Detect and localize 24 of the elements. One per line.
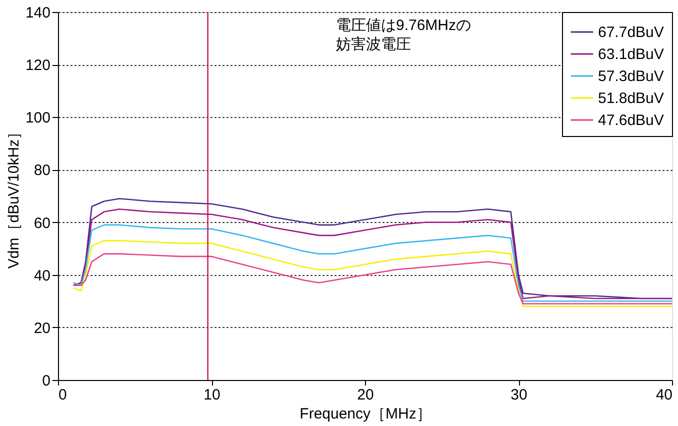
legend-label: 47.6dBuV [598,112,664,129]
line-series [72,224,673,302]
y-tick-label: 60 [34,214,50,232]
y-tick-label: 80 [34,162,50,180]
x-tick-label: 20 [357,386,374,404]
x-tick-label: 0 [58,386,67,404]
legend-label: 67.7dBuV [598,24,664,41]
legend-label: 51.8dBuV [598,90,664,107]
y-tick-label: 40 [34,267,50,284]
annotation: 電圧値は9.76MHzの妨害波電圧 [336,17,472,53]
line-series [72,253,673,304]
y-tick-label: 140 [25,4,50,22]
x-tick-label: 30 [510,386,528,404]
y-tick-label: 100 [25,110,50,127]
y-tick-label: 20 [34,320,50,337]
x-tick-label: 40 [656,386,672,404]
x-axis-title: Frequency［MHz］ [300,406,432,422]
y-axis-title: Vdm［dBuV/10kHz］ [5,124,22,269]
legend-label: 57.3dBuV [598,68,664,85]
legend-label: 63.1dBuV [598,46,664,63]
line-series [72,240,673,308]
x-tick-label: 10 [204,386,220,404]
y-tick-label: 0 [42,372,50,390]
y-tick-label: 120 [25,57,50,74]
